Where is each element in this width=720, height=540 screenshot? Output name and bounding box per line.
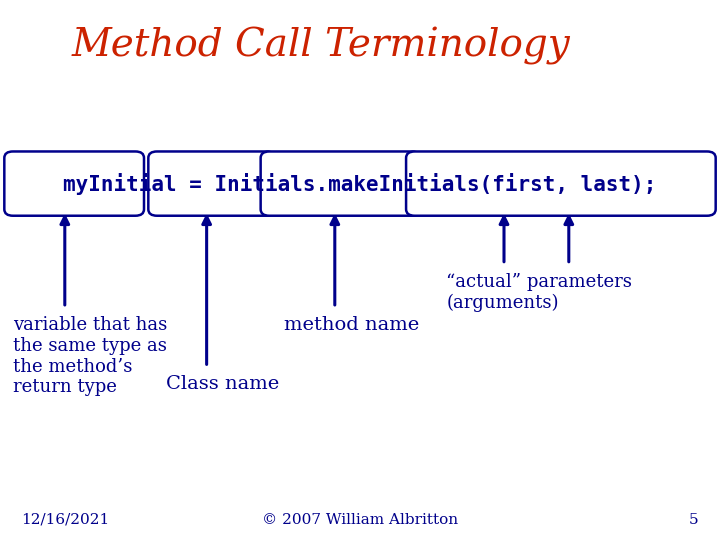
Text: 12/16/2021: 12/16/2021 [22, 512, 110, 526]
FancyBboxPatch shape [261, 151, 420, 215]
Text: method name: method name [284, 316, 420, 334]
FancyBboxPatch shape [148, 151, 275, 215]
FancyBboxPatch shape [406, 151, 716, 215]
Text: Method Call Terminology: Method Call Terminology [72, 27, 571, 65]
Text: Class name: Class name [166, 375, 279, 393]
Text: “actual” parameters
(arguments): “actual” parameters (arguments) [446, 273, 632, 312]
FancyBboxPatch shape [4, 151, 144, 215]
Text: © 2007 William Albritton: © 2007 William Albritton [262, 512, 458, 526]
Text: variable that has
the same type as
the method’s
return type: variable that has the same type as the m… [13, 316, 167, 396]
Text: myInitial = Initials.makeInitials(first, last);: myInitial = Initials.makeInitials(first,… [63, 173, 657, 194]
Text: 5: 5 [689, 512, 698, 526]
